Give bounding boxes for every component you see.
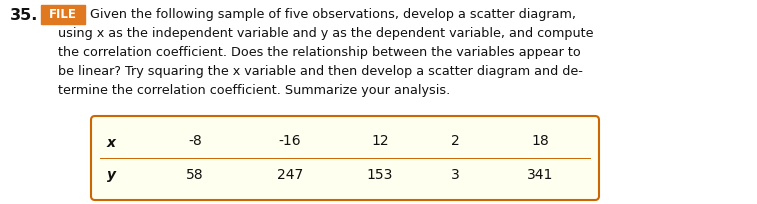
Text: -8: -8 [188, 134, 202, 148]
Text: 18: 18 [531, 134, 549, 148]
FancyBboxPatch shape [91, 116, 599, 200]
Text: 12: 12 [371, 134, 389, 148]
Text: 153: 153 [367, 168, 393, 182]
Text: 35.: 35. [10, 8, 39, 23]
FancyBboxPatch shape [41, 5, 85, 24]
Text: -16: -16 [279, 134, 301, 148]
Text: termine the correlation coefficient. Summarize your analysis.: termine the correlation coefficient. Sum… [58, 84, 450, 97]
Text: 58: 58 [186, 168, 204, 182]
Text: y: y [107, 168, 116, 182]
Text: 3: 3 [450, 168, 459, 182]
Text: 247: 247 [277, 168, 303, 182]
Text: the correlation coefficient. Does the relationship between the variables appear : the correlation coefficient. Does the re… [58, 46, 581, 59]
Text: FILE: FILE [49, 8, 77, 21]
Text: 341: 341 [527, 168, 553, 182]
Text: Given the following sample of five observations, develop a scatter diagram,: Given the following sample of five obser… [90, 8, 576, 21]
Text: x: x [107, 136, 116, 150]
Text: using x as the independent variable and y as the dependent variable, and compute: using x as the independent variable and … [58, 27, 593, 40]
Text: be linear? Try squaring the x variable and then develop a scatter diagram and de: be linear? Try squaring the x variable a… [58, 65, 583, 78]
Text: 2: 2 [450, 134, 459, 148]
